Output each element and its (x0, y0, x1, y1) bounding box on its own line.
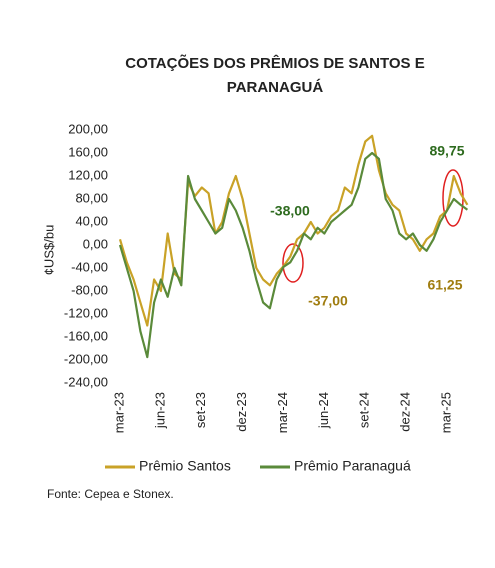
x-tick-label: mar-23 (111, 392, 126, 433)
y-tick-label: -120,00 (64, 305, 108, 320)
chart-title: COTAÇÕES DOS PRÊMIOS DE SANTOS E PARANAGU… (125, 54, 425, 96)
x-tick-label: jun-23 (152, 392, 167, 429)
y-tick-label: 80,00 (75, 190, 108, 205)
y-tick-label: 160,00 (68, 144, 108, 159)
annotation: 89,75 (429, 143, 464, 159)
y-tick-label: 0,00 (83, 236, 108, 251)
x-tick-label: dez-23 (234, 392, 249, 432)
x-tick-label: mar-24 (275, 392, 290, 433)
y-tick-label: 120,00 (68, 167, 108, 182)
series-line (118, 151, 469, 359)
y-tick-label: -200,00 (64, 351, 108, 366)
annotation: -38,00 (270, 203, 310, 219)
x-tick-label: mar-25 (438, 392, 453, 433)
y-tick-label: 200,00 (68, 121, 108, 136)
y-tick-label: 40,00 (75, 213, 108, 228)
highlight-circle (282, 243, 304, 283)
y-tick-label: -240,00 (64, 374, 108, 389)
y-axis-label: ¢US$/bu (41, 225, 56, 276)
x-tick-label: dez-24 (398, 392, 413, 432)
legend-label: Prêmio Santos (139, 458, 231, 474)
y-tick-label: -160,00 (64, 328, 108, 343)
y-tick-label: -80,00 (71, 282, 108, 297)
x-tick-label: set-24 (357, 392, 372, 428)
y-tick-label: -40,00 (71, 259, 108, 274)
annotation: -37,00 (308, 293, 348, 309)
x-tick-label: set-23 (193, 392, 208, 428)
source: Fonte: Cepea e Stonex. (47, 487, 174, 501)
annotation: 61,25 (427, 277, 462, 293)
x-tick-label: jun-24 (316, 392, 331, 429)
legend-label: Prêmio Paranaguá (294, 458, 411, 474)
